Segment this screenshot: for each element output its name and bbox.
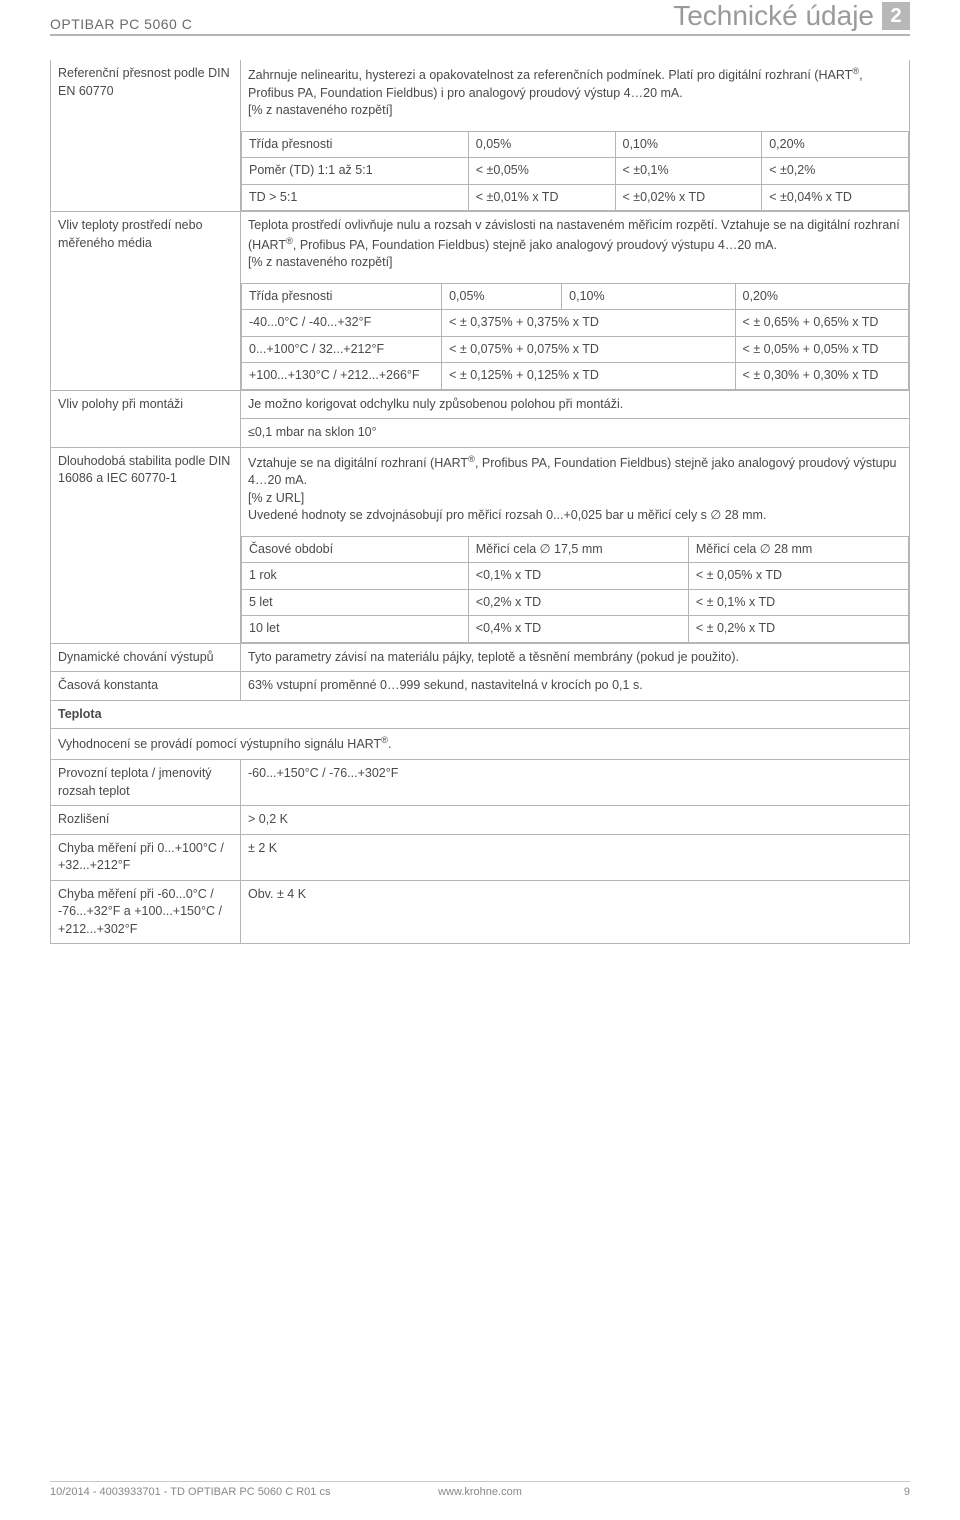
footer-page-number: 9 <box>904 1486 910 1498</box>
page-title-block: Technické údaje 2 <box>673 0 910 32</box>
err2-value: Obv. ± 4 K <box>241 880 910 944</box>
page-header: OPTIBAR PC 5060 C Technické údaje 2 <box>50 0 910 36</box>
mount-line1: Je možno korigovat odchylku nuly způsobe… <box>241 391 909 420</box>
row-label-err1: Chyba měření při 0...+100°C / +32...+212… <box>51 834 241 880</box>
mount-line2: ≤0,1 mbar na sklon 10° <box>241 419 909 447</box>
err1-value: ± 2 K <box>241 834 910 880</box>
op-temp-value: -60...+150°C / -76...+302°F <box>241 760 910 806</box>
footer-left: 10/2014 - 4003933701 - TD OPTIBAR PC 506… <box>50 1486 330 1498</box>
stability-desc: Vztahuje se na digitální rozhraní (HART®… <box>241 448 909 530</box>
page-title: Technické údaje <box>673 0 874 32</box>
section-number-badge: 2 <box>882 2 910 30</box>
row-label-ref-accuracy: Referenční přesnost podle DIN EN 60770 <box>51 60 241 212</box>
ref-accuracy-desc: Zahrnuje nelinearitu, hysterezi a opakov… <box>241 60 909 125</box>
page-footer: 10/2014 - 4003933701 - TD OPTIBAR PC 506… <box>50 1481 910 1498</box>
row-label-resolution: Rozlišení <box>51 806 241 835</box>
ref-accuracy-table: Třída přesnosti 0,05% 0,10% 0,20% Poměr … <box>241 131 909 212</box>
row-label-temp-influence: Vliv teploty prostředí nebo měřeného méd… <box>51 212 241 391</box>
row-label-mount-influence: Vliv polohy při montáži <box>51 390 241 447</box>
product-code: OPTIBAR PC 5060 C <box>50 16 192 32</box>
row-label-dynamic: Dynamické chování výstupů <box>51 643 241 672</box>
temp-influence-table: Třída přesnosti 0,05% 0,10% 0,20% -40...… <box>241 283 909 390</box>
dynamic-value: Tyto parametry závisí na materiálu pájky… <box>241 643 910 672</box>
row-label-stability: Dlouhodobá stabilita podle DIN 16086 a I… <box>51 447 241 643</box>
row-label-op-temp: Provozní teplota / jmenovitý rozsah tepl… <box>51 760 241 806</box>
hart-evaluation: Vyhodnocení se provádí pomocí výstupního… <box>51 729 910 760</box>
resolution-value: > 0,2 K <box>241 806 910 835</box>
temp-influence-desc: Teplota prostředí ovlivňuje nulu a rozsa… <box>241 212 909 277</box>
footer-url: www.krohne.com <box>438 1486 522 1498</box>
row-label-err2: Chyba měření při -60...0°C / -76...+32°F… <box>51 880 241 944</box>
stability-table: Časové období Měřicí cela ∅ 17,5 mm Měři… <box>241 536 909 643</box>
spec-table-main: Referenční přesnost podle DIN EN 60770 Z… <box>50 60 910 944</box>
time-const-value: 63% vstupní proměnné 0…999 sekund, nasta… <box>241 672 910 701</box>
row-label-time-const: Časová konstanta <box>51 672 241 701</box>
section-teplota: Teplota <box>51 700 910 729</box>
